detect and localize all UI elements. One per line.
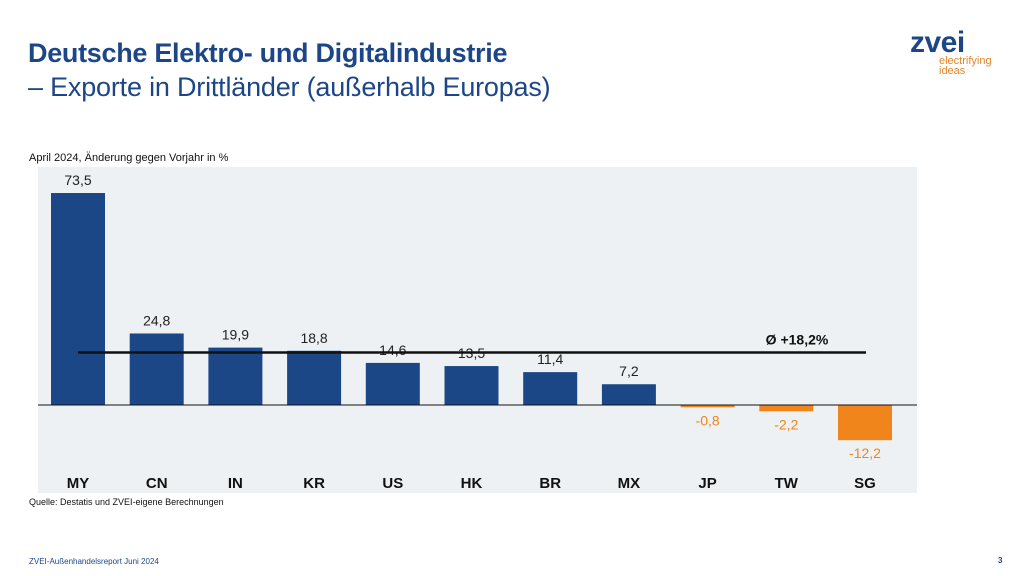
page-subtitle: – Exporte in Drittländer (außerhalb Euro… [28, 72, 551, 102]
bar-KR [287, 350, 342, 405]
plot-background [38, 167, 917, 493]
bar-IN [208, 347, 263, 405]
value-label-BR: 11,4 [537, 351, 563, 367]
value-label-JP: -0,8 [696, 412, 720, 428]
bar-HK [444, 366, 499, 405]
category-label-HK: HK [461, 475, 483, 492]
value-label-TW: -2,2 [774, 416, 798, 432]
average-label: Ø +18,2% [766, 332, 829, 348]
bar-BR [523, 372, 578, 405]
category-label-MX: MX [618, 475, 641, 492]
value-label-US: 14,6 [379, 342, 406, 358]
category-label-TW: TW [775, 475, 799, 492]
zvei-logo: zvei electrifying ideas [910, 26, 992, 77]
category-label-US: US [382, 475, 403, 492]
logo-tagline-1: electrifying [939, 55, 992, 67]
category-label-MY: MY [67, 475, 90, 492]
category-label-SG: SG [854, 475, 876, 492]
category-label-IN: IN [228, 475, 243, 492]
bar-SG [838, 405, 892, 441]
bar-TW [759, 405, 814, 412]
category-label-CN: CN [146, 475, 168, 492]
bar-US [365, 362, 420, 405]
category-label-JP: JP [698, 475, 716, 492]
page-title: Deutsche Elektro- und Digitalindustrie [28, 38, 508, 68]
chart-note: April 2024, Änderung gegen Vorjahr in % [29, 152, 229, 164]
page-number: 3 [998, 556, 1003, 565]
value-label-KR: 18,8 [300, 330, 327, 346]
value-label-IN: 19,9 [222, 327, 249, 343]
bar-MX [601, 384, 656, 405]
bar-CN [129, 333, 184, 405]
logo-name: zvei [910, 26, 965, 59]
value-label-MX: 7,2 [619, 363, 639, 379]
logo-tagline-2: ideas [939, 65, 966, 77]
category-label-KR: KR [303, 475, 325, 492]
value-label-MY: 73,5 [64, 172, 91, 188]
category-label-BR: BR [539, 475, 561, 492]
bar-MY [51, 193, 105, 405]
value-label-CN: 24,8 [143, 312, 170, 328]
footer-text: ZVEI-Außenhandelsreport Juni 2024 [29, 557, 159, 566]
chart-source: Quelle: Destatis und ZVEI-eigene Berechn… [29, 497, 224, 507]
value-label-SG: -12,2 [849, 445, 881, 461]
bar-JP [680, 405, 735, 408]
